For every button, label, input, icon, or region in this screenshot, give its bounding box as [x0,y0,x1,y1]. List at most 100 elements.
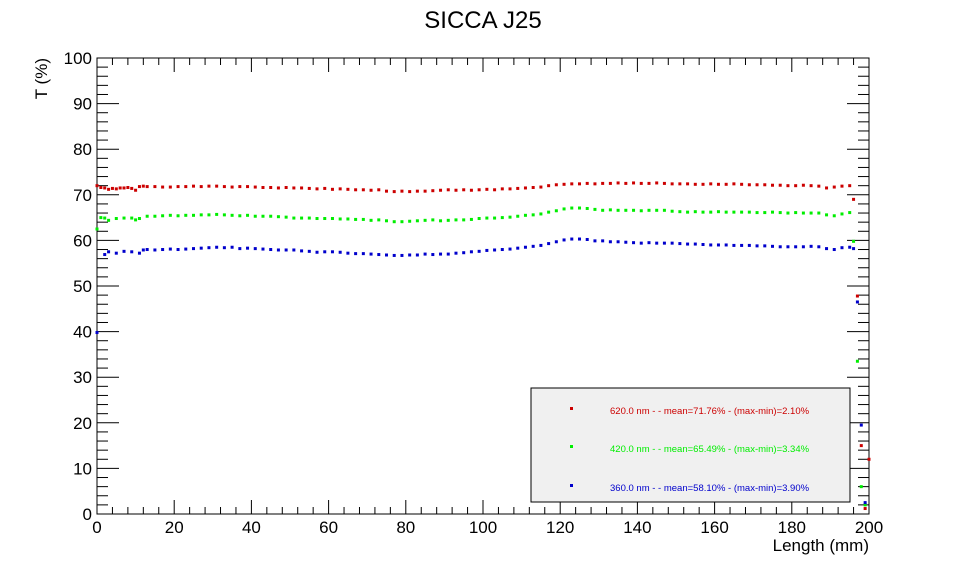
data-point-series-2 [184,213,188,217]
data-point-series-2 [616,208,620,212]
data-point-series-1 [246,185,250,189]
data-point-series-3 [423,252,427,256]
data-point-series-2 [778,211,782,215]
data-point-series-1 [686,182,690,186]
data-point-series-3 [192,247,195,251]
data-point-series-2 [670,209,674,213]
data-point-series-1 [585,181,589,185]
data-point-series-1 [763,183,767,187]
data-point-series-1 [855,294,859,298]
data-point-series-1 [130,186,134,190]
data-point-series-2 [825,213,829,217]
data-point-series-1 [817,184,821,188]
data-point-series-3 [662,241,666,245]
legend-box [530,387,851,503]
data-point-series-3 [462,251,466,255]
data-point-series-1 [670,182,674,186]
data-point-series-2 [508,215,512,219]
data-point-series-2 [639,209,643,213]
data-point-series-1 [840,184,844,188]
data-point-series-1 [859,444,863,448]
data-point-series-3 [608,240,612,244]
data-point-series-1 [323,186,327,190]
data-point-series-3 [716,243,720,247]
data-points [95,181,871,511]
x-tick-label: 200 [855,518,883,537]
data-point-series-3 [153,248,157,252]
data-point-series-3 [292,248,296,252]
data-point-series-2 [740,210,744,214]
x-tick-label: 120 [546,518,574,537]
data-point-series-1 [809,184,813,188]
data-point-series-1 [647,181,651,185]
data-point-series-1 [531,186,535,190]
data-point-series-1 [176,185,180,189]
y-tick-label: 50 [73,277,92,296]
data-point-series-1 [161,185,165,189]
data-point-series-1 [369,188,373,192]
chart-title: SICCA J25 [424,7,541,34]
data-point-series-1 [222,185,226,189]
data-point-series-3 [639,241,643,245]
data-point-series-1 [709,182,713,186]
data-point-series-3 [771,244,774,248]
data-point-series-2 [253,214,257,218]
data-point-series-2 [570,206,574,210]
data-point-series-1 [253,185,257,189]
data-point-series-3 [176,248,180,252]
data-point-series-2 [817,211,821,215]
data-point-series-1 [500,187,504,191]
data-point-series-3 [141,248,145,252]
data-point-series-2 [516,214,520,218]
data-point-series-2 [103,216,107,220]
data-point-series-2 [307,216,311,220]
data-point-series-2 [693,210,697,214]
data-point-series-3 [724,243,728,247]
data-point-series-2 [439,219,443,223]
y-tick-label: 80 [73,140,92,159]
data-point-series-3 [377,253,381,257]
data-point-series-1 [261,186,265,190]
x-tick-label: 100 [469,518,497,537]
data-point-series-3 [825,247,829,251]
data-point-series-3 [508,247,512,251]
x-tick-label: 60 [319,518,338,537]
data-point-series-3 [346,251,350,255]
data-point-series-2 [230,213,234,217]
data-point-series-3 [493,248,497,252]
data-point-series-3 [338,250,342,254]
data-point-series-1 [361,188,365,192]
data-point-series-3 [137,251,141,255]
data-point-series-3 [369,252,373,256]
data-point-series-3 [632,241,636,245]
data-point-series-2 [415,219,419,223]
data-point-series-2 [531,213,535,217]
data-point-series-2 [361,217,365,221]
data-point-series-3 [531,244,535,248]
x-tick-label: 20 [165,518,184,537]
data-point-series-2 [724,210,728,214]
data-point-series-2 [547,210,551,214]
data-point-series-1 [608,181,612,185]
data-point-series-1 [103,186,107,190]
data-point-series-2 [168,213,172,217]
data-point-series-1 [655,181,659,185]
data-point-series-3 [307,249,311,253]
data-point-series-2 [701,210,705,214]
data-point-series-1 [624,181,628,185]
data-point-series-2 [462,218,466,222]
data-point-series-3 [361,252,365,256]
data-point-series-3 [852,247,856,251]
data-point-series-1 [141,184,145,188]
x-tick-label: 40 [242,518,261,537]
data-point-series-2 [215,212,219,216]
data-point-series-2 [454,218,458,222]
data-point-series-3 [238,247,242,251]
data-point-series-2 [523,213,527,217]
data-point-series-1 [338,187,342,191]
data-point-series-2 [246,213,250,217]
data-point-series-2 [678,210,682,214]
data-point-series-3 [315,250,319,254]
data-point-series-2 [500,216,504,220]
data-point-series-2 [608,208,612,212]
